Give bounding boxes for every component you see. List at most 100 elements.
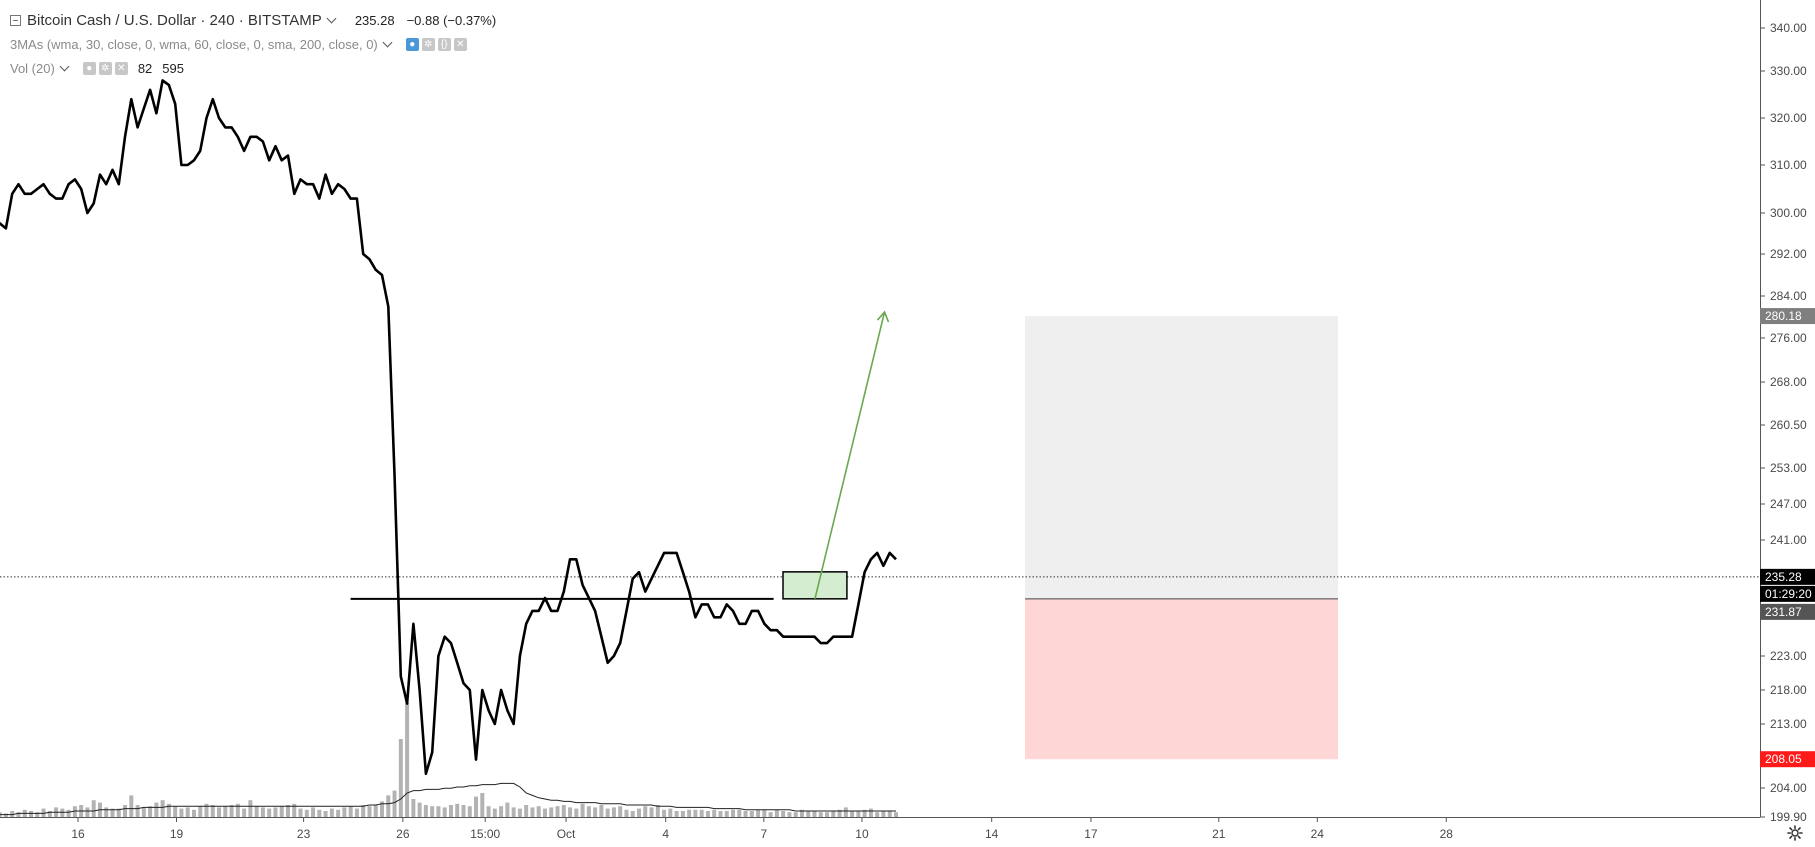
price-tick-label: 213.00 [1770,717,1807,731]
projection-arrow [814,311,886,600]
price-tick-label: 320.00 [1770,111,1807,125]
volume-bar [72,806,77,817]
volume-bar [492,808,497,817]
volume-bar [223,806,228,817]
volume-bar [875,812,880,817]
volume-bar [380,801,385,817]
gear-icon[interactable]: ✲ [421,37,435,51]
chevron-down-icon[interactable] [326,13,337,24]
volume-bar [154,802,159,817]
volume-bar [837,809,842,817]
eye-icon[interactable]: ● [405,37,419,51]
volume-bar [386,795,391,817]
last-price-label: 235.28 [1760,568,1815,585]
chevron-down-icon[interactable] [382,37,393,48]
volume-bar [267,808,272,817]
volume-bar [768,812,773,817]
volume-bar [173,806,178,817]
volume-bar [405,703,410,817]
volume-bar [185,807,190,817]
last-price: 235.28 [354,12,395,28]
close-icon[interactable]: ✕ [453,37,467,51]
price-tick-label: 340.00 [1770,21,1807,35]
volume-bar [687,809,692,817]
volume-bar [317,809,322,817]
volume-bar [887,811,892,817]
volume-bar [436,806,441,817]
time-tick-label: 17 [1084,827,1098,841]
volume-bar [166,803,171,817]
volume-bar [430,806,435,817]
volume-bar [448,805,453,817]
time-tick-label: Oct [557,827,576,841]
time-tick-label: 28 [1440,827,1454,841]
volume-bar [104,807,109,817]
volume-bar [336,809,341,817]
price-tick-label: 292.00 [1770,247,1807,261]
price-tick-label: 247.00 [1770,497,1807,511]
settings-gear-icon[interactable] [1787,825,1803,841]
chart-legend: Bitcoin Cash / U.S. Dollar · 240 · BITST… [10,8,496,80]
gear-icon[interactable]: ✲ [98,61,112,75]
price-tick-label: 276.00 [1770,331,1807,345]
volume-bar [593,807,598,817]
volume-bar [304,809,309,817]
volume-bar [856,811,861,817]
volume-bar [210,805,215,817]
volume-bar [411,799,416,817]
volume-bar [893,812,898,817]
volume-bar [292,803,297,817]
eye-icon[interactable]: ● [82,61,96,75]
volume-bar [417,802,422,817]
source-code-icon[interactable]: {} [437,37,451,51]
volume-bar [787,812,792,817]
volume-bar [868,808,873,817]
volume-bar [630,811,635,817]
volume-bar [718,811,723,817]
volume-bar [680,811,685,817]
volume-bar [217,807,222,817]
time-tick-label: 10 [855,827,869,841]
volume-bar [29,811,34,817]
volume-bar [242,808,247,817]
last-price-label-text: 235.28 [1765,570,1802,584]
volume-bar [793,812,798,817]
price-tick-label: 223.00 [1770,649,1807,663]
volume-bar [323,811,328,817]
target-zone [1025,316,1338,599]
collapse-icon[interactable] [10,14,21,26]
close-icon[interactable]: ✕ [114,61,128,75]
countdown-label-text: 01:29:20 [1765,587,1812,601]
volume-bar [812,811,817,817]
volume-bar [724,811,729,817]
volume-bar [699,809,704,817]
volume-bar [348,806,353,817]
time-tick-label: 16 [71,827,85,841]
volume-bar [881,811,886,817]
volume-bar [806,811,811,817]
ma-indicator-label[interactable]: 3MAs (wma, 30, close, 0, wma, 60, close,… [10,36,378,52]
vol-indicator-row: Vol (20) ● ✲ ✕ 82 595 [10,56,496,80]
volume-bar [311,807,316,817]
volume-bar [756,809,761,817]
ma-indicator-row: 3MAs (wma, 30, close, 0, wma, 60, close,… [10,32,496,56]
vol-indicator-label[interactable]: Vol (20) [10,60,55,76]
volume-bar [524,805,529,817]
symbol-title[interactable]: Bitcoin Cash / U.S. Dollar · 240 · BITST… [27,11,322,29]
volume-bar [41,808,46,817]
volume-bar [85,807,90,817]
time-tick-label: 21 [1212,827,1226,841]
volume-bar [555,806,560,817]
volume-bar [141,807,146,817]
volume-bar [530,807,535,817]
chevron-down-icon[interactable] [59,61,70,72]
entry-price-label: 231.87 [1760,603,1815,620]
volume-ma-line [0,782,896,816]
arrow-head [876,310,890,323]
volume-bar [643,806,648,817]
volume-bar [135,805,140,817]
volume-bar [248,800,253,817]
volume-bar [279,806,284,817]
